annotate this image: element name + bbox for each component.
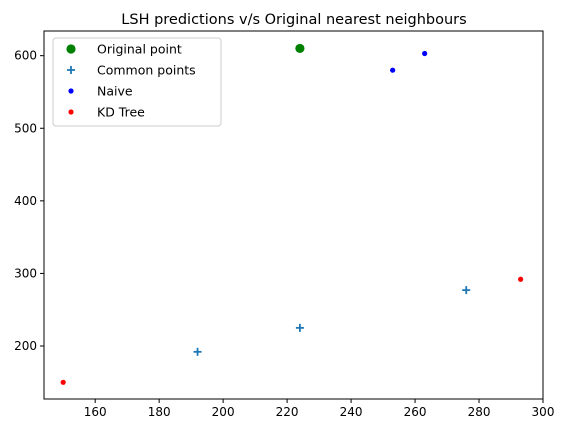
x-tick-label: 220 — [276, 405, 299, 419]
naive-point — [390, 67, 396, 73]
y-axis: 200 300 400 500 600 — [14, 49, 44, 353]
legend-marker-kd-tree — [68, 109, 74, 115]
legend: Original point Common points Naive KD Tree — [52, 37, 222, 127]
kd-tree-point — [518, 276, 524, 282]
legend-label-naive: Naive — [97, 84, 133, 99]
naive-point — [422, 50, 428, 57]
kd-tree-point — [60, 379, 66, 385]
plot-frame — [43, 30, 544, 400]
common-points-point — [462, 286, 471, 295]
legend-marker-naive — [68, 88, 74, 94]
y-tick-label: 200 — [14, 339, 37, 353]
legend-marker-original-point — [66, 44, 76, 54]
x-axis: 160 180 200 220 240 260 280 300 — [84, 399, 555, 419]
x-tick-label: 200 — [212, 405, 235, 419]
x-tick-label: 260 — [404, 405, 427, 419]
legend-box — [52, 37, 222, 127]
y-tick-label: 600 — [14, 49, 37, 63]
legend-label-common-points: Common points — [97, 63, 196, 78]
chart-title: LSH predictions v/s Original nearest nei… — [121, 12, 466, 28]
legend-label-original-point: Original point — [97, 42, 182, 57]
x-tick-label: 180 — [148, 405, 171, 419]
original-point-point — [295, 43, 305, 54]
x-tick-label: 280 — [468, 405, 491, 419]
common-points-point — [193, 347, 202, 356]
legend-label-kd-tree: KD Tree — [97, 105, 145, 120]
x-tick-label: 160 — [84, 405, 107, 419]
x-tick-label: 240 — [340, 405, 363, 419]
common-points-point — [295, 323, 304, 332]
y-tick-label: 300 — [14, 266, 37, 280]
x-tick-label: 300 — [532, 405, 555, 419]
chart-marks — [60, 43, 524, 385]
legend-marker-common-points — [67, 66, 75, 74]
y-tick-label: 400 — [14, 194, 37, 208]
y-tick-label: 500 — [14, 121, 37, 135]
